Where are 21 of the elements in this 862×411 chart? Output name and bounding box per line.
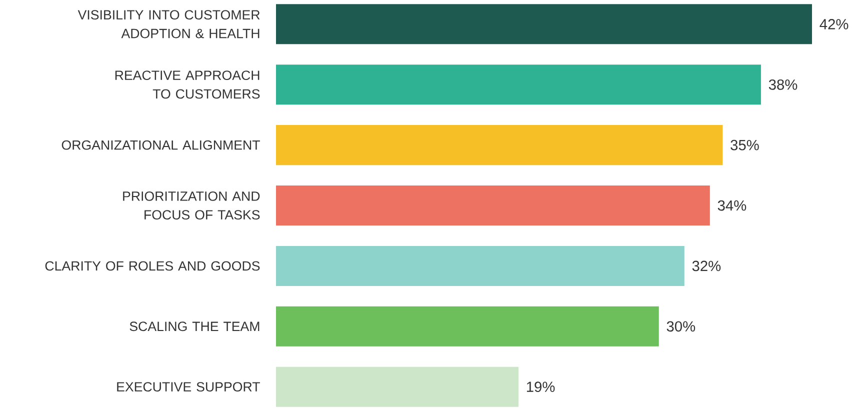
data-label: 19% [526, 382, 555, 392]
data-label: 34% [718, 200, 746, 211]
data-label: 38% [768, 79, 798, 90]
bar [276, 246, 684, 286]
data-label: 35% [730, 140, 759, 150]
y-tick-label: REACTIVE APPROACH TO CUSTOMERS [115, 70, 260, 99]
y-tick-label: ORGANIZATIONAL ALIGNMENT [62, 140, 260, 150]
y-tick-label: SCALING THE TEAM [130, 322, 260, 332]
y-tick-label: PRIORITIZATION AND FOCUS OF TASKS [123, 191, 260, 220]
data-label: 32% [692, 260, 721, 272]
y-tick-label: EXECUTIVE SUPPORT [117, 382, 260, 392]
bar [276, 366, 518, 407]
bar [276, 64, 761, 105]
bar [276, 306, 659, 346]
y-tick-label: VISIBILITY INTO CUSTOMER ADOPTION & HEALTH [78, 10, 260, 38]
data-label: 42% [820, 19, 848, 30]
bar [276, 186, 710, 226]
y-tick-label: CLARITY OF ROLES AND GOODS [45, 261, 260, 271]
bar [276, 125, 723, 166]
bar [276, 4, 812, 44]
data-label: 30% [666, 321, 696, 332]
